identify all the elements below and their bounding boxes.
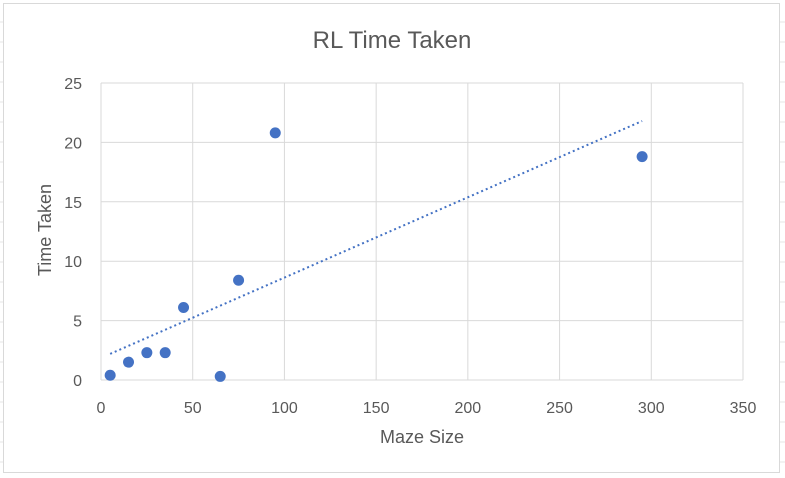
x-tick-label: 50 [184,400,202,417]
y-tick-label: 5 [73,314,82,331]
x-tick-label: 200 [455,400,482,417]
y-axis-title: Time Taken [35,184,55,276]
y-tick-label: 20 [64,135,82,152]
data-point [178,302,190,314]
x-axis-tick-labels: 0 50 100 150 200 250 300 350 [97,400,757,417]
y-tick-label: 0 [73,373,82,390]
gridlines [100,82,744,381]
chart-area[interactable] [3,3,780,473]
data-point [104,369,116,381]
x-tick-label: 300 [638,400,665,417]
data-point [233,274,245,286]
x-axis-title: Maze Size [380,427,464,447]
chart-title: RL Time Taken [313,27,472,54]
data-point [269,127,281,139]
data-point [159,347,171,359]
x-tick-label: 0 [97,400,106,417]
trendline-layer [109,120,643,355]
y-tick-label: 15 [64,195,82,212]
y-tick-label: 10 [64,254,82,271]
y-tick-label: 25 [64,76,82,93]
data-point [214,370,226,382]
x-tick-label: 250 [546,400,573,417]
y-axis-tick-labels: 0 5 10 15 20 25 [64,76,82,390]
data-points [104,127,648,382]
linear-trendline [109,120,643,355]
data-point [141,347,153,359]
data-point [636,151,648,163]
data-point [123,356,135,368]
x-tick-label: 100 [271,400,298,417]
x-tick-label: 150 [363,400,390,417]
x-tick-label: 350 [730,400,757,417]
